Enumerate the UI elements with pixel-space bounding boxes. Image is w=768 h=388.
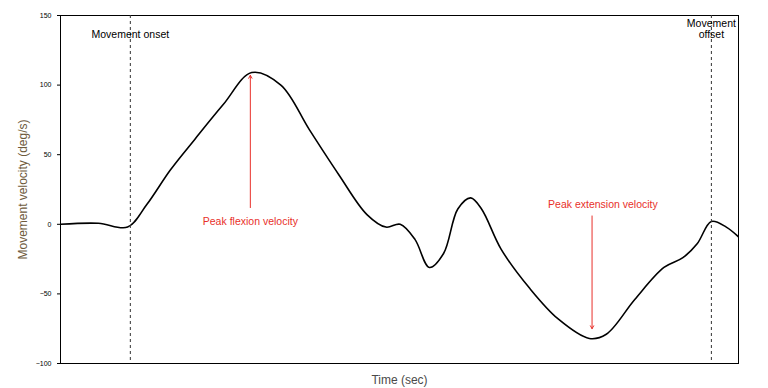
svg-text:0: 0 [48, 221, 52, 228]
svg-text:100: 100 [40, 81, 52, 88]
svg-text:Peak flexion velocity: Peak flexion velocity [203, 215, 299, 227]
svg-text:−100: −100 [36, 360, 52, 367]
svg-text:Peak extension velocity: Peak extension velocity [548, 198, 658, 210]
svg-text:150: 150 [40, 12, 52, 19]
svg-text:Movementoffset: Movementoffset [687, 17, 736, 40]
svg-text:Movement onset: Movement onset [92, 28, 170, 40]
svg-text:50: 50 [44, 151, 52, 158]
svg-text:Time (sec): Time (sec) [371, 373, 427, 387]
svg-text:−50: −50 [40, 290, 52, 297]
svg-text:Movement velocity (deg/s): Movement velocity (deg/s) [16, 119, 30, 259]
